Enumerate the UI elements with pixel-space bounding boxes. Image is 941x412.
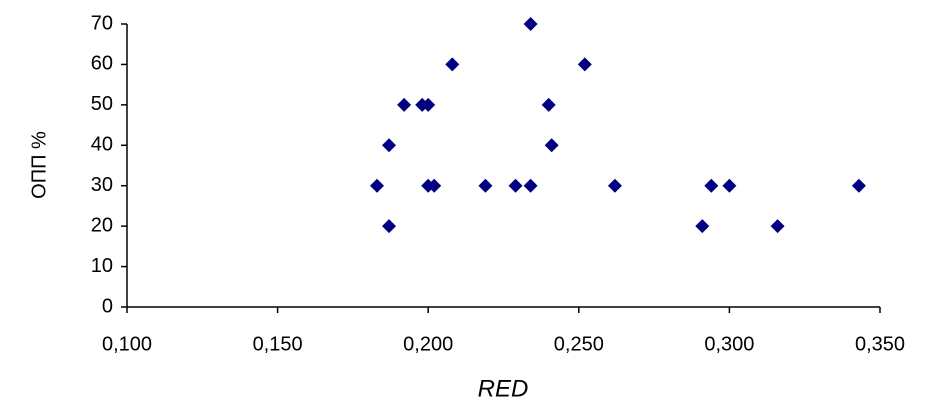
x-tick-label: 0,100 [102, 333, 152, 355]
point [577, 57, 592, 72]
y-tick-label: 10 [91, 255, 113, 277]
x-tick-label: 0,250 [554, 333, 604, 355]
x-tick-label: 0,300 [704, 333, 754, 355]
y-axis-title: ОПП % [28, 131, 50, 199]
y-tick-label: 30 [91, 174, 113, 196]
x-tick-label: 0,350 [855, 333, 905, 355]
point [523, 17, 538, 31]
point [382, 138, 397, 153]
point [544, 138, 559, 153]
point [508, 178, 523, 193]
x-axis-title: RED [478, 375, 529, 402]
point [770, 219, 785, 234]
point [704, 178, 719, 193]
point [541, 97, 556, 112]
point [382, 219, 397, 234]
y-tick-label: 20 [91, 214, 113, 236]
y-tick-label: 0 [102, 295, 113, 317]
point [397, 97, 412, 112]
point [427, 178, 442, 193]
point [851, 178, 866, 193]
point [421, 97, 436, 112]
point [722, 178, 737, 193]
x-tick-label: 0,200 [403, 333, 453, 355]
point [607, 178, 622, 193]
y-tick-label: 70 [91, 12, 113, 34]
point [695, 219, 710, 234]
x-tick-label: 0,150 [253, 333, 303, 355]
point [523, 178, 538, 193]
y-tick-label: 60 [91, 53, 113, 75]
y-tick-label: 50 [91, 93, 113, 115]
point [445, 57, 460, 72]
y-tick-label: 40 [91, 134, 113, 156]
point [478, 178, 493, 193]
point [369, 178, 384, 193]
